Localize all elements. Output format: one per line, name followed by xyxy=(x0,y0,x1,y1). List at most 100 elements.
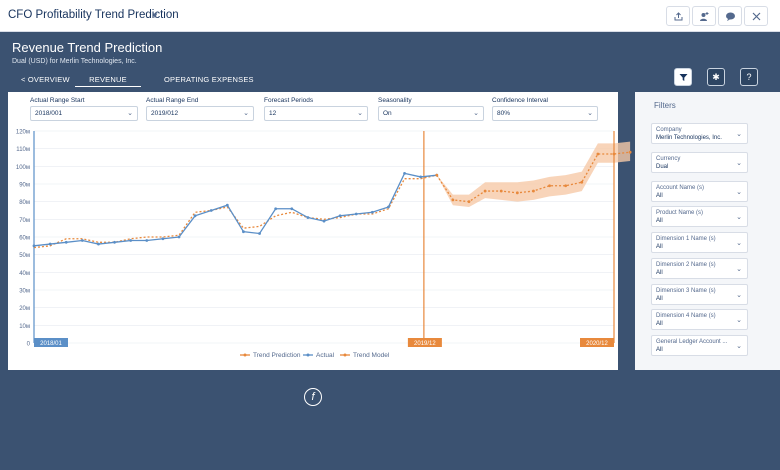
marker-label: 2018/01 xyxy=(40,341,62,347)
filter-item[interactable]: Dimension 4 Name (s) All ⌄ xyxy=(651,309,748,330)
filter-label: Dimension 3 Name (s) xyxy=(656,288,716,294)
filter-item[interactable]: Product Name (s) All ⌄ xyxy=(651,206,748,227)
confidence-interval-label: Confidence Interval xyxy=(492,97,549,104)
y-tick-label: 20м xyxy=(19,306,30,312)
actual-point xyxy=(113,240,116,244)
marker-label-bg xyxy=(407,338,442,347)
gear-icon[interactable]: ✱ xyxy=(707,68,725,86)
actual-point xyxy=(32,244,36,248)
filter-item[interactable]: Dimension 2 Name (s) All ⌄ xyxy=(651,258,748,279)
actual-point xyxy=(80,239,84,242)
tab-revenue[interactable]: REVENUE xyxy=(75,75,141,87)
chevron-down-icon: ⌄ xyxy=(736,160,742,167)
filter-item[interactable]: Dimension 1 Name (s) All ⌄ xyxy=(651,232,748,253)
comment-icon[interactable] xyxy=(718,6,742,26)
filter-value: All xyxy=(656,296,663,302)
chevron-down-icon[interactable]: ▼ xyxy=(151,11,159,20)
actual-point xyxy=(370,210,374,214)
chevron-down-icon: ⌄ xyxy=(736,343,742,350)
follow-icon[interactable] xyxy=(692,6,716,26)
select-value: 2018/001 xyxy=(35,110,63,117)
legend-marker xyxy=(343,353,347,357)
share-icon[interactable] xyxy=(666,6,690,26)
filter-item[interactable]: Dimension 3 Name (s) All ⌄ xyxy=(651,284,748,305)
actual-point xyxy=(290,207,294,211)
prediction-point xyxy=(628,150,632,154)
actual-point xyxy=(129,239,133,242)
actual-point xyxy=(209,209,213,212)
filter-icon[interactable] xyxy=(674,68,692,86)
y-tick-label: 70м xyxy=(19,218,30,224)
app-title: CFO Profitability Trend Prediction xyxy=(8,9,179,21)
filter-label: Dimension 4 Name (s) xyxy=(656,313,716,319)
actual-point xyxy=(145,239,149,242)
y-tick-label: 10м xyxy=(19,324,30,330)
filter-value: All xyxy=(656,218,663,224)
actual-range-end-label: Actual Range End xyxy=(146,97,199,104)
legend-marker xyxy=(306,353,310,357)
top-bar: CFO Profitability Trend Prediction ▼ xyxy=(0,0,780,32)
y-tick-label: 100м xyxy=(16,165,30,171)
help-icon[interactable]: ? xyxy=(740,68,758,86)
actual-point xyxy=(354,212,358,216)
filter-value: All xyxy=(656,193,663,199)
filter-value: Dual xyxy=(656,164,669,170)
marker-label: 2019/12 xyxy=(414,341,436,347)
forecast-periods-label: Forecast Periods xyxy=(264,97,314,104)
prediction-point xyxy=(515,191,519,195)
actual-point xyxy=(338,214,342,218)
close-icon[interactable] xyxy=(744,6,768,26)
prediction-point xyxy=(467,200,471,204)
y-tick-label: 90м xyxy=(19,183,30,189)
confidence-interval-select[interactable]: 80% ⌄ xyxy=(492,106,598,121)
tab-overview[interactable]: < OVERVIEW xyxy=(21,75,70,84)
filters-title: Filters xyxy=(654,101,676,110)
filter-item[interactable]: General Ledger Account ... All ⌄ xyxy=(651,335,748,356)
actual-range-start-select[interactable]: 2018/001 ⌄ xyxy=(30,106,138,121)
forecast-periods-select[interactable]: 12 ⌄ xyxy=(264,106,368,121)
marker-label: 2020/12 xyxy=(586,341,608,347)
chevron-down-icon: ⌄ xyxy=(736,214,742,221)
prediction-point xyxy=(483,189,487,193)
y-tick-label: 110м xyxy=(16,147,30,153)
actual-point xyxy=(258,232,261,235)
chevron-down-icon: ⌄ xyxy=(736,292,742,299)
y-tick-label: 30м xyxy=(19,289,30,295)
prediction-point xyxy=(612,152,616,156)
legend-label: Actual xyxy=(316,352,335,359)
actual-point xyxy=(322,219,326,223)
page-subtitle: Dual (USD) for Merlin Technologies, Inc. xyxy=(12,58,137,65)
seasonality-label: Seasonality xyxy=(378,97,412,104)
y-tick-label: 80м xyxy=(19,200,30,206)
marker-label-bg xyxy=(34,338,68,347)
legend-label: Trend Prediction xyxy=(253,352,301,359)
y-tick-label: 60м xyxy=(19,236,30,242)
filter-label: Currency xyxy=(656,156,681,162)
filter-item[interactable]: Account Name (s) All ⌄ xyxy=(651,181,748,202)
actual-range-end-select[interactable]: 2019/012 ⌄ xyxy=(146,106,254,121)
marker-label-bg xyxy=(580,338,614,347)
prediction-point xyxy=(580,180,584,184)
actual-point xyxy=(419,175,423,179)
seasonality-select[interactable]: On ⌄ xyxy=(378,106,484,121)
chevron-down-icon: ⌄ xyxy=(127,110,133,117)
filter-item[interactable]: Company Merlin Technologies, Inc. ⌄ xyxy=(651,123,748,144)
tab-operating-expenses[interactable]: OPERATING EXPENSES xyxy=(164,75,254,84)
actual-point xyxy=(225,203,229,207)
y-tick-label: 50м xyxy=(19,253,30,259)
legend-label: Trend Model xyxy=(353,352,390,359)
filter-value: Merlin Technologies, Inc. xyxy=(656,135,722,141)
actual-point xyxy=(403,172,406,175)
filter-item[interactable]: Currency Dual ⌄ xyxy=(651,152,748,173)
actual-point xyxy=(274,207,278,211)
actual-point xyxy=(242,230,245,234)
chevron-down-icon: ⌄ xyxy=(736,266,742,273)
actual-point xyxy=(48,242,52,246)
filter-value: All xyxy=(656,270,663,276)
actual-point xyxy=(64,240,68,244)
filter-label: Dimension 1 Name (s) xyxy=(656,236,716,242)
chevron-down-icon: ⌄ xyxy=(473,110,479,117)
chevron-down-icon: ⌄ xyxy=(243,110,249,117)
legend-marker xyxy=(243,353,247,357)
